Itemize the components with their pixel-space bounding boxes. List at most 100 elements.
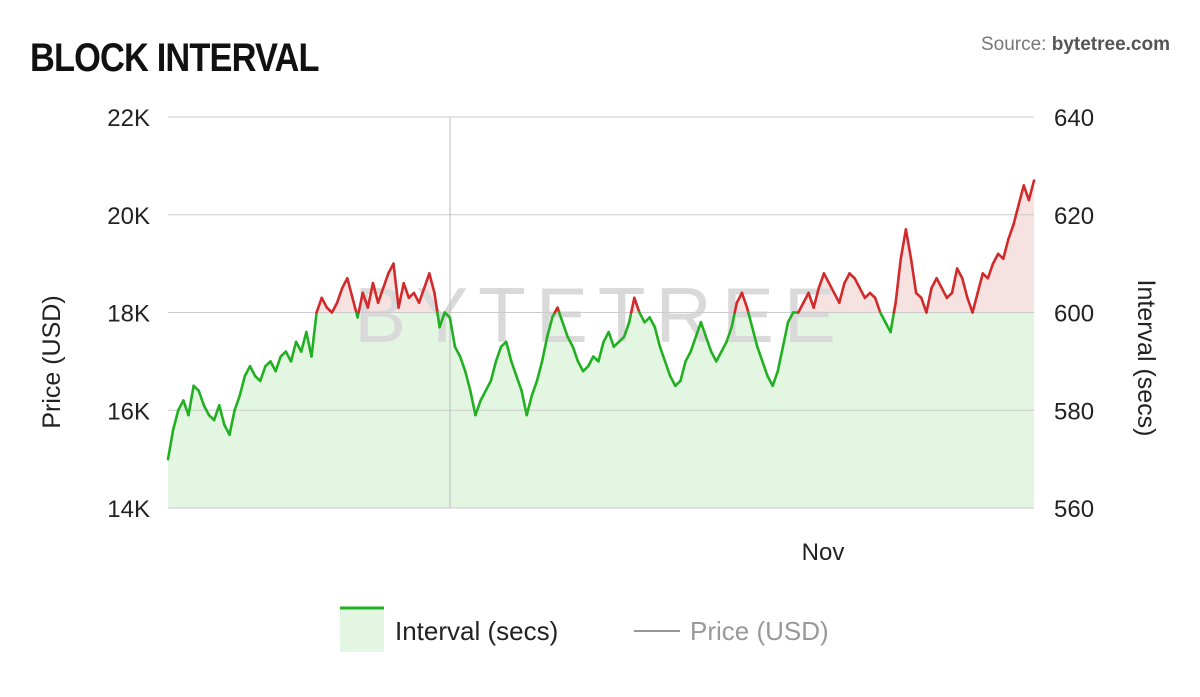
interval-line-segment [202,404,211,417]
interval-line-segment [761,360,769,378]
interval-line-segment [433,291,439,314]
interval-line-segment [1017,184,1026,207]
area-fill-above-baseline [168,180,1034,313]
interval-line-segment [919,296,928,314]
interval-line-segment [602,330,610,344]
interval-line-segment [991,252,1000,265]
interval-line-segment [679,360,687,383]
interval-line-segment [597,340,605,363]
interval-line-segment [894,257,903,305]
interval-line-segment [351,296,358,314]
interval-line-segment [392,262,400,309]
interval-line-segment [812,286,821,309]
interval-line-segment [243,364,252,378]
interval-line-segment [402,281,411,300]
interval-line-segment [320,296,329,309]
interval-line-segment [586,355,595,368]
interval-line-segment [448,316,457,349]
interval-line-segment [663,360,672,378]
interval-line-segment [909,257,918,295]
interval-line-segment [658,345,667,363]
interval-line-segment [607,330,616,349]
interval-line-segment [1001,237,1010,261]
right-tick-label: 560 [1054,496,1094,523]
interval-line-segment [171,408,180,432]
interval-line-segment [776,345,785,373]
interval-line-segment [458,355,467,373]
right-tick-label: 580 [1054,398,1094,425]
interval-line-segment [735,291,744,305]
interval-line-segment [622,320,631,339]
interval-line-segment [381,272,390,290]
interval-line-segment [274,355,283,373]
interval-line-segment [930,276,938,290]
legend-item-interval[interactable]: Interval (secs) [340,606,558,652]
interval-line-segment [228,408,236,436]
right-tick-label: 640 [1054,105,1094,132]
source-site: bytetree.com [1051,34,1170,55]
interval-line-segment [837,281,846,305]
interval-line-segment [633,296,641,314]
interval-line-segment [1012,203,1020,226]
interval-line-segment [412,291,421,305]
interval-line-segment [238,374,247,397]
interval-line-segment [258,364,267,383]
legend-interval-label: Interval (secs) [395,616,558,646]
interval-line-segment [474,399,482,417]
left-axis-ticks: 14K 16K 18K 20K 22K [107,105,150,523]
interval-line-segment [638,311,646,324]
interval-line-segment [971,291,979,314]
interval-line-segment [976,272,985,295]
interval-line-segment [515,374,523,393]
interval-line-segment [176,399,185,412]
left-tick-label: 16K [107,398,150,425]
interval-line-segment [187,384,195,417]
interval-line-segment [878,311,887,324]
interval-line-segment [330,301,339,314]
legend[interactable]: Interval (secs) Price (USD) [340,606,829,652]
interval-line-segment [817,272,826,290]
interval-line-segment [422,272,431,290]
interval-line-segment [627,311,633,324]
interval-line-segment [935,276,944,290]
interval-line-segment [510,360,518,378]
interval-line-segment [781,320,790,349]
interval-line-segment [668,374,677,388]
interval-line-segment [653,325,662,349]
interval-line-segment [361,291,370,309]
legend-interval-swatch [340,608,384,652]
interval-line-segment [747,311,754,329]
legend-price-label: Price (USD) [690,616,829,646]
interval-line-segment [566,335,575,349]
interval-line-segment [463,369,472,393]
interval-line-segment [733,301,739,314]
interval-line-segment [269,360,277,373]
x-axis-ticks: Nov [802,539,845,566]
interval-line-segment [940,286,949,300]
source-prefix: Source: [980,34,1047,55]
interval-line-segment [648,316,657,329]
interval-line-segment [438,311,447,329]
interval-line-segment [357,291,365,314]
interval-line-segment [966,296,974,314]
interval-line-segment [289,340,298,363]
interval-line-segment [822,272,831,285]
interval-line-segment [571,345,580,363]
interval-line-segment [704,335,713,353]
interval-line-segment [371,281,380,305]
interval-line-segment [899,228,908,261]
watermark: BYTETREE [354,271,846,359]
interval-line-segment [469,389,477,417]
interval-line-segment [904,228,913,261]
interval-line-segment [299,330,308,353]
interval-line-segment [714,350,723,363]
interval-line-segment [233,394,242,412]
legend-item-price[interactable]: Price (USD) [634,616,829,646]
source-credit: Source: bytetree.com [981,34,1170,56]
interval-line-segment [955,267,964,280]
interval-line-segment [986,262,995,280]
interval-line-segment [750,325,759,349]
interval-line-segment [504,340,513,363]
interval-line-segment [802,291,810,305]
interval-line-segment [827,281,836,295]
